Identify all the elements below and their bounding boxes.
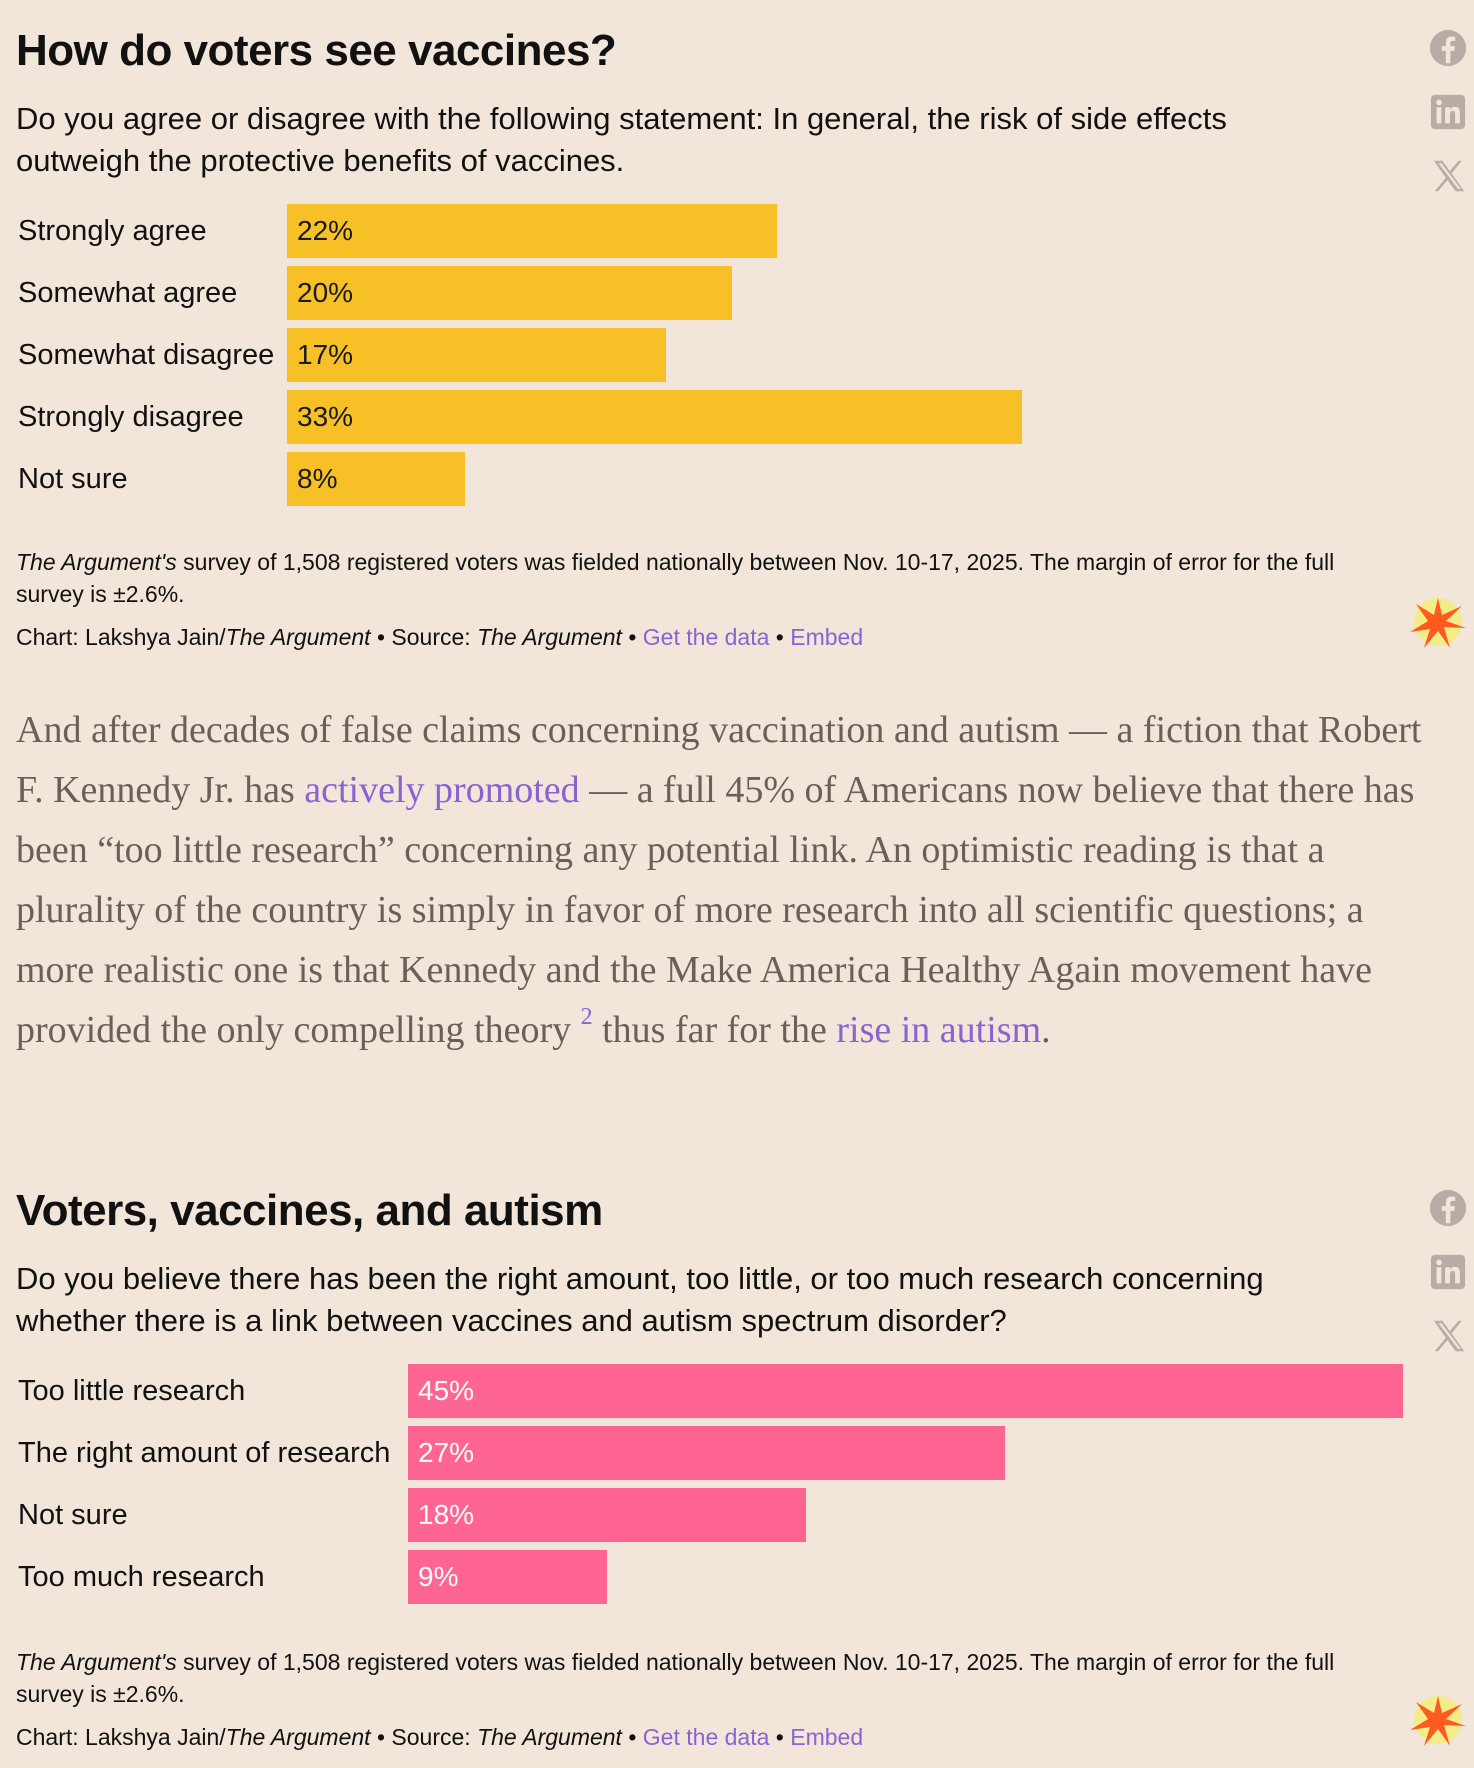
credit-author: Chart: Lakshya Jain/ bbox=[16, 1724, 226, 1750]
bar-value-label: 45% bbox=[418, 1375, 475, 1406]
x-icon bbox=[1433, 1320, 1465, 1352]
credit-separator: • bbox=[621, 624, 643, 650]
category-label: Not sure bbox=[18, 1499, 128, 1531]
facebook-icon bbox=[1429, 29, 1467, 67]
starburst-logo-icon bbox=[1410, 598, 1466, 648]
category-label: Strongly disagree bbox=[18, 401, 244, 433]
bar-row: Too much research 9% bbox=[16, 1550, 1416, 1604]
bar: 45% bbox=[408, 1364, 1403, 1418]
bar-row: Strongly agree 22% bbox=[16, 204, 1416, 258]
category-label: The right amount of research bbox=[18, 1437, 391, 1469]
bar-value-label: 27% bbox=[418, 1437, 475, 1468]
get-the-data-link[interactable]: Get the data bbox=[642, 624, 770, 650]
bar-value-label: 8% bbox=[297, 463, 338, 494]
bar: 22% bbox=[287, 204, 777, 258]
credit-source-label: • Source: bbox=[370, 1724, 478, 1750]
bar-row: Not sure 8% bbox=[16, 452, 1416, 506]
bar-value-label: 33% bbox=[297, 401, 354, 432]
chart-title: How do voters see vaccines? bbox=[16, 26, 617, 75]
linkedin-icon bbox=[1430, 94, 1466, 130]
bar-row: Somewhat agree 20% bbox=[16, 266, 1416, 320]
category-label: Too little research bbox=[18, 1375, 246, 1407]
article-paragraph: And after decades of false claims concer… bbox=[16, 700, 1446, 1060]
facebook-share-button[interactable] bbox=[1428, 28, 1468, 68]
category-label: Not sure bbox=[18, 463, 128, 495]
credit-publication: The Argument bbox=[225, 624, 371, 650]
chart-title: Voters, vaccines, and autism bbox=[16, 1186, 603, 1235]
bar-row: Not sure 18% bbox=[16, 1488, 1416, 1542]
credit-separator: • bbox=[769, 1724, 791, 1750]
bar-value-label: 17% bbox=[297, 339, 354, 370]
embed-link[interactable]: Embed bbox=[790, 624, 864, 650]
chart-footnote: The Argument's survey of 1,508 registere… bbox=[16, 546, 1376, 610]
chart-credits: Chart: Lakshya Jain/The Argument • Sourc… bbox=[16, 621, 1376, 653]
bar: 17% bbox=[287, 328, 666, 382]
footnote-publication: The Argument's bbox=[16, 1649, 177, 1675]
footnote-text: survey of 1,508 registered voters was fi… bbox=[16, 1649, 1335, 1707]
bar-value-label: 22% bbox=[297, 215, 354, 246]
category-label: Strongly agree bbox=[18, 215, 207, 247]
rise-in-autism-link[interactable]: rise in autism bbox=[836, 1009, 1042, 1051]
bar: 27% bbox=[408, 1426, 1005, 1480]
chart-subtitle: Do you agree or disagree with the follow… bbox=[16, 101, 1227, 178]
bar-row: Strongly disagree 33% bbox=[16, 390, 1416, 444]
linkedin-icon bbox=[1430, 1254, 1466, 1290]
actively-promoted-link[interactable]: actively promoted bbox=[304, 769, 580, 811]
embed-link[interactable]: Embed bbox=[790, 1724, 864, 1750]
x-share-button[interactable] bbox=[1428, 156, 1468, 196]
bar: 18% bbox=[408, 1488, 806, 1542]
linkedin-share-button[interactable] bbox=[1428, 92, 1468, 132]
bar-row: Somewhat disagree 17% bbox=[16, 328, 1416, 382]
bar-value-label: 9% bbox=[418, 1561, 459, 1592]
bar: 20% bbox=[287, 266, 733, 320]
chart-credits: Chart: Lakshya Jain/The Argument • Sourc… bbox=[16, 1721, 1376, 1753]
credit-separator: • bbox=[769, 624, 791, 650]
x-icon bbox=[1433, 160, 1465, 192]
bar-value-label: 18% bbox=[418, 1499, 475, 1530]
category-label: Somewhat agree bbox=[18, 277, 238, 309]
bar: 33% bbox=[287, 390, 1022, 444]
credit-source: The Argument bbox=[477, 624, 622, 650]
footnote-reference[interactable]: 2 bbox=[580, 1004, 593, 1030]
facebook-share-button[interactable] bbox=[1428, 1188, 1468, 1228]
x-share-button[interactable] bbox=[1428, 1316, 1468, 1356]
footnote-text: survey of 1,508 registered voters was fi… bbox=[16, 549, 1335, 607]
get-the-data-link[interactable]: Get the data bbox=[642, 1724, 770, 1750]
bar-row: The right amount of research 27% bbox=[16, 1426, 1416, 1480]
chart-subtitle: Do you believe there has been the right … bbox=[16, 1261, 1264, 1338]
bar-value-label: 20% bbox=[297, 277, 354, 308]
credit-source-label: • Source: bbox=[370, 624, 478, 650]
paragraph-text: And after decades of false claims concer… bbox=[16, 709, 1422, 811]
credit-separator: • bbox=[621, 1724, 643, 1750]
bar: 8% bbox=[287, 452, 466, 506]
category-label: Too much research bbox=[18, 1561, 265, 1593]
footnote-publication: The Argument's bbox=[16, 549, 177, 575]
bar: 9% bbox=[408, 1550, 607, 1604]
linkedin-share-button[interactable] bbox=[1428, 1252, 1468, 1292]
facebook-icon bbox=[1429, 1189, 1467, 1227]
chart-footnote: The Argument's survey of 1,508 registere… bbox=[16, 1646, 1376, 1710]
credit-publication: The Argument bbox=[225, 1724, 371, 1750]
paragraph-text: — a full 45% of Americans now believe th… bbox=[16, 769, 1415, 1051]
category-label: Somewhat disagree bbox=[18, 339, 275, 371]
credit-author: Chart: Lakshya Jain/ bbox=[16, 624, 226, 650]
credit-source: The Argument bbox=[477, 1724, 622, 1750]
paragraph-text: thus far for the bbox=[592, 1009, 837, 1051]
starburst-logo-icon bbox=[1410, 1696, 1466, 1746]
paragraph-text: . bbox=[1041, 1009, 1051, 1051]
bar-row: Too little research 45% bbox=[16, 1364, 1416, 1418]
